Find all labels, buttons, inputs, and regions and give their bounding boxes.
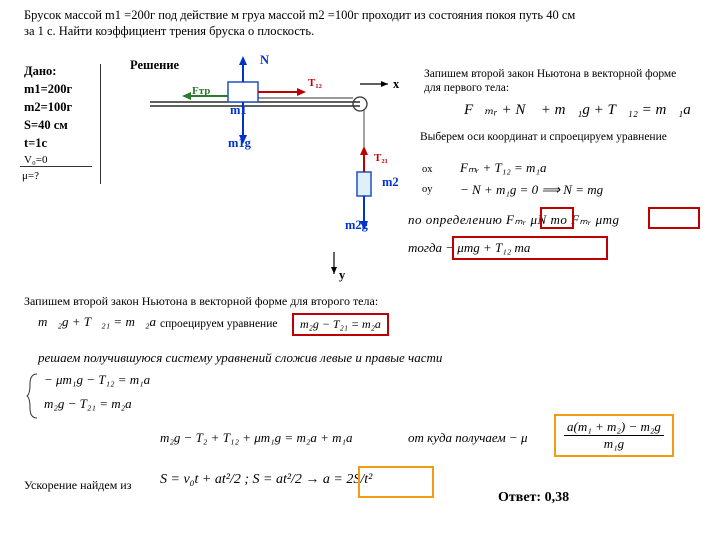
red-box-3	[452, 236, 608, 260]
given-1: m1=200г	[24, 82, 72, 97]
text-newton-2: Запишем второй закон Ньютона в векторной…	[24, 294, 378, 309]
given-2: m2=100г	[24, 100, 72, 115]
formula-2: m⃗₂g + T⃗₂₁ = m⃗₂a	[38, 314, 156, 330]
label-oy: oy	[422, 184, 433, 195]
red-box-1	[540, 207, 574, 229]
given-5: V₀=0	[24, 154, 47, 166]
final-num: a(m₁ + m₂) − m₂g	[564, 419, 664, 436]
text-newton-1: Запишем второй закон Ньютона в векторной…	[424, 67, 694, 96]
label-T12: T₁₂	[308, 77, 322, 89]
proj-2: m₂g − T₂₁ = m₂a	[292, 313, 389, 336]
acc-text: Ускорение найдем из	[24, 478, 131, 493]
label-m2: m2	[382, 175, 399, 190]
find: μ=?	[22, 170, 39, 182]
acc-formula: S = v₀t + at²/2 ; S = at²/2 → a = 2S/t²	[160, 472, 372, 488]
given-header: Дано:	[24, 64, 56, 79]
label-Ftr: Fтр	[192, 85, 210, 97]
label-N: N	[260, 53, 269, 68]
orange-box-accel	[358, 466, 434, 498]
problem-statement: Брусок массой m1 =200г под действие м гр…	[24, 8, 584, 39]
text-project: Выберем оси координат и спроецируем урав…	[420, 130, 690, 144]
text-project-2: спроецируем уравнение	[160, 318, 277, 330]
given-3: S=40 см	[24, 118, 68, 133]
given-4: t=1с	[24, 136, 47, 151]
label-x: x	[393, 77, 399, 92]
label-y: y	[339, 268, 345, 283]
given-divider	[20, 166, 92, 167]
red-box-2	[648, 207, 700, 229]
eq-def: по определению Fₘᵣ μN то Fₘᵣ μmg	[408, 212, 619, 228]
formula-1: F⃗ₘᵣ + N⃗ + m⃗₁g + T⃗₁₂ = m⃗₁a	[464, 100, 691, 119]
whence: от куда получаем − μ	[408, 430, 527, 446]
label-m2g: m2g	[345, 218, 368, 233]
sys-1: − μm₁g − T₁₂ = m₁a	[44, 372, 150, 388]
label-m1g: m1g	[228, 136, 251, 151]
brace-icon	[26, 372, 40, 420]
sys-2: m₂g − T₂₁ = m₂a	[44, 396, 132, 412]
label-m1: m1	[230, 103, 247, 118]
label-ox: ox	[422, 164, 433, 175]
label-T21: T₂₁	[374, 152, 388, 164]
eq-oy: − N + m₁g = 0 ⟹ N = mg	[460, 182, 603, 198]
eq-ox: Fₘᵣ + T₁₂ = m₁a	[460, 160, 546, 176]
given-divider-v	[100, 64, 101, 184]
sys-res: m₂g − T₂ + T₁₂ + μm₁g = m₂a + m₁a	[160, 430, 353, 446]
final-box: a(m₁ + m₂) − m₂g m₁g	[554, 414, 674, 457]
sys-text: решаем получившуюся систему уравнений сл…	[38, 350, 678, 366]
answer: Ответ: 0,38	[498, 490, 569, 506]
final-den: m₁g	[564, 436, 664, 452]
diagram	[140, 52, 400, 282]
